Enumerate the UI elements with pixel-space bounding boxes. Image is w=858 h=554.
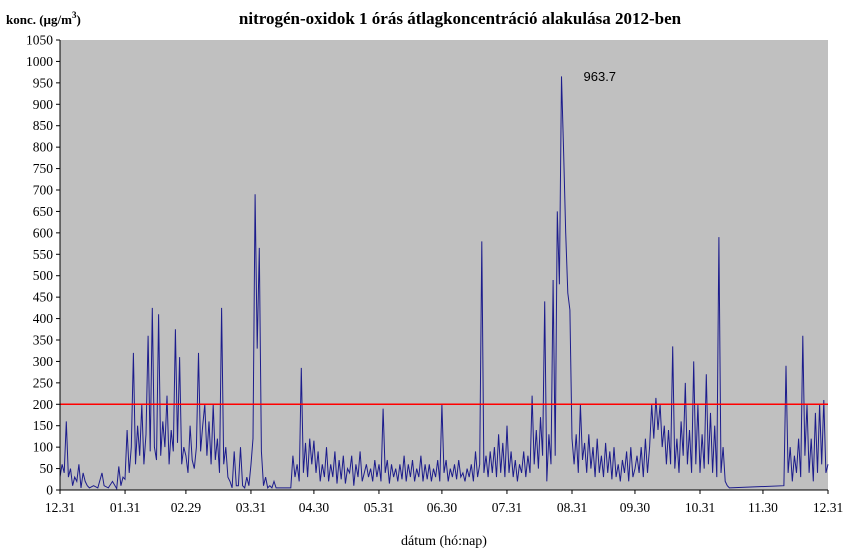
x-tick-label: 12.31 <box>813 500 843 515</box>
y-tick-label: 50 <box>40 461 54 476</box>
chart-title: nitrogén-oxidok 1 órás átlagkoncentráció… <box>239 9 682 28</box>
y-tick-label: 650 <box>33 204 54 219</box>
x-tick-label: 11.30 <box>748 500 778 515</box>
x-tick-label: 08.31 <box>557 500 587 515</box>
x-tick-label: 01.31 <box>110 500 140 515</box>
y-tick-label: 0 <box>46 483 53 498</box>
x-tick-label: 09.30 <box>620 500 651 515</box>
y-axis-label-superscript: 3 <box>72 10 77 20</box>
x-tick-label: 06.30 <box>427 500 458 515</box>
y-tick-label: 950 <box>33 75 54 90</box>
y-tick-label: 150 <box>33 418 54 433</box>
y-tick-label: 300 <box>33 354 54 369</box>
x-tick-label: 07.31 <box>492 500 522 515</box>
x-tick-label: 03.31 <box>236 500 266 515</box>
y-tick-label: 500 <box>33 268 54 283</box>
y-tick-label: 450 <box>33 290 54 305</box>
y-tick-label: 200 <box>33 397 54 412</box>
y-axis-label: konc. (µg/m3) <box>6 10 81 27</box>
y-tick-label: 850 <box>33 118 54 133</box>
y-tick-label: 100 <box>33 440 54 455</box>
y-tick-label: 350 <box>33 333 54 348</box>
series-line <box>59 76 829 491</box>
y-tick-label: 1000 <box>26 54 53 69</box>
y-tick-label: 600 <box>33 225 54 240</box>
y-tick-label: 400 <box>33 311 54 326</box>
x-tick-label: 10.31 <box>685 500 715 515</box>
y-tick-label: 550 <box>33 247 54 262</box>
y-tick-label: 750 <box>33 161 54 176</box>
y-tick-label: 700 <box>33 183 54 198</box>
x-tick-label: 04.30 <box>299 500 330 515</box>
peak-annotation: 963.7 <box>584 69 617 84</box>
plot-area <box>60 40 828 490</box>
y-tick-label: 800 <box>33 140 54 155</box>
x-axis-ticks: 12.31 01.31 02.29 03.31 04.30 05.31 06.30 07.31… <box>45 490 843 515</box>
x-tick-label: 02.29 <box>171 500 202 515</box>
x-axis-label: dátum (hó:nap) <box>401 534 487 549</box>
y-axis-ticks: 0 50 100 150 200 250 300 350 400 450 500 550 600 650 7… <box>26 33 60 498</box>
y-tick-label: 900 <box>33 97 54 112</box>
y-tick-label: 1050 <box>26 33 53 48</box>
x-tick-label: 12.31 <box>45 500 75 515</box>
y-tick-label: 250 <box>33 375 54 390</box>
x-tick-label: 05.31 <box>364 500 394 515</box>
